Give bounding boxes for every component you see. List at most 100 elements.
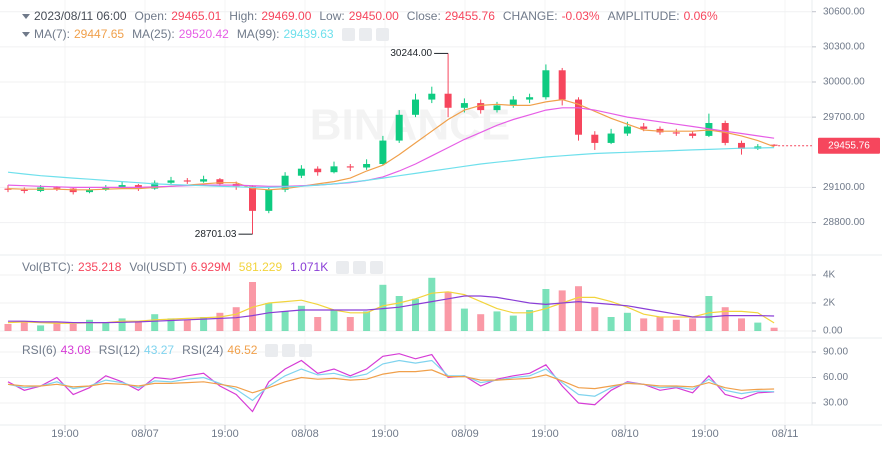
legend-label: Vol(BTC):: [22, 260, 75, 274]
volume-bar: [493, 311, 501, 331]
candle-body: [770, 144, 778, 146]
ma-legend: MA(7): 29447.65 MA(25): 29520.42 MA(99): 2943…: [22, 26, 393, 42]
volume-bar: [216, 312, 224, 331]
volume-bar: [134, 321, 142, 331]
volume-legend: Vol(BTC): 235.218 Vol(USDT) 6.929M 581.229 1.…: [22, 259, 387, 275]
legend-icon[interactable]: [341, 28, 355, 42]
legend-value: 29447.65: [74, 27, 125, 41]
legend-label: MA(25):: [132, 27, 175, 41]
y-tick-label: 90.00: [823, 347, 848, 358]
volume-bar: [656, 317, 664, 331]
legend-value: 6.929M: [190, 260, 231, 274]
volume-bar: [477, 314, 485, 331]
volume-bar: [754, 322, 762, 331]
legend-icon[interactable]: [282, 344, 296, 358]
legend-value: 29465.01: [171, 9, 222, 23]
candle-body: [379, 140, 387, 164]
volume-bar: [53, 322, 61, 331]
x-tick-label: 19:00: [371, 428, 399, 440]
volume-bar: [330, 310, 338, 331]
legend-label: MA(99):: [236, 27, 280, 41]
indicator-line: [8, 295, 775, 324]
y-tick-label: 30600.00: [823, 6, 865, 17]
indicator-line: [7, 369, 775, 394]
legend-label: High:: [229, 9, 258, 23]
candle-body: [477, 103, 485, 111]
candle-body: [281, 175, 289, 190]
indicator-line: [7, 359, 775, 402]
volume-bar: [281, 311, 289, 331]
volume-bar: [460, 308, 468, 331]
volume-bar: [705, 296, 713, 331]
candle-body: [428, 93, 436, 100]
legend-value: 1.071K: [290, 260, 329, 274]
legend-icon[interactable]: [353, 261, 367, 275]
legend-value: 0.06%: [683, 9, 718, 23]
collapse-arrow: [22, 32, 30, 38]
y-tick-label: 4K: [823, 270, 836, 281]
y-tick-label: 60.00: [823, 372, 848, 383]
legend-icon[interactable]: [299, 344, 313, 358]
candle-body: [265, 189, 273, 211]
volume-bar: [558, 290, 566, 331]
volume-bar: [183, 319, 191, 331]
volume-bar: [167, 318, 175, 331]
volume-bar: [672, 319, 680, 331]
y-tick-label: 30.00: [823, 398, 848, 409]
candle-body: [167, 180, 175, 183]
indicator-line: [7, 98, 775, 191]
y-tick-label: 30000.00: [823, 77, 865, 88]
legend-icon[interactable]: [370, 261, 384, 275]
indicator-line: [7, 291, 775, 324]
candle-body: [689, 133, 697, 136]
volume-bar: [118, 318, 126, 331]
indicator-line: [7, 147, 775, 188]
legend-icon[interactable]: [375, 28, 389, 42]
candle-body: [200, 179, 208, 182]
volume-bar: [297, 305, 305, 331]
legend-value: 29455.76: [444, 9, 495, 23]
volume-bar: [738, 318, 745, 331]
volume-bar: [200, 317, 208, 331]
volume-bar: [4, 324, 12, 331]
volume-bar: [526, 310, 534, 331]
candle-body: [86, 189, 93, 193]
volume-bar: [412, 298, 419, 331]
legend-icon[interactable]: [358, 28, 372, 42]
volume-bar: [575, 286, 582, 331]
candle-body: [249, 186, 256, 211]
legend-time: 2023/08/11 06:00: [34, 9, 127, 23]
legend-icon[interactable]: [265, 344, 279, 358]
candle-body: [575, 99, 582, 135]
x-tick-label: 08/08: [291, 428, 319, 440]
last-price-label: 29455.76: [828, 140, 870, 151]
volume-bar: [591, 307, 599, 331]
candle-body: [412, 99, 419, 115]
volume-bar: [249, 282, 256, 331]
candle-body: [623, 126, 631, 134]
candle-body: [526, 97, 534, 100]
legend-label: Close:: [406, 9, 441, 23]
annotation-label: 28701.03: [195, 229, 237, 240]
candle-body: [363, 164, 371, 168]
annotation-label: 30244.00: [390, 48, 432, 59]
volume-bar: [640, 318, 648, 331]
volume-bar: [689, 318, 697, 331]
legend-label: RSI(12): [98, 343, 141, 357]
y-tick-label: 28800.00: [823, 217, 865, 228]
legend-label: MA(7):: [34, 27, 70, 41]
legend-value: 29469.00: [261, 9, 312, 23]
candle-body: [607, 133, 615, 143]
legend-icon[interactable]: [336, 261, 350, 275]
candle-body: [314, 168, 322, 173]
legend-label: Vol(USDT): [129, 260, 187, 274]
volume-bar: [607, 317, 615, 331]
volume-bar: [37, 325, 45, 331]
legend-value: 43.27: [144, 343, 175, 357]
candle-body: [53, 187, 61, 189]
legend-label: RSI(24): [182, 343, 224, 357]
legend-value: -0.03%: [561, 9, 600, 23]
volume-bar: [102, 322, 110, 331]
candle-body: [542, 70, 550, 98]
